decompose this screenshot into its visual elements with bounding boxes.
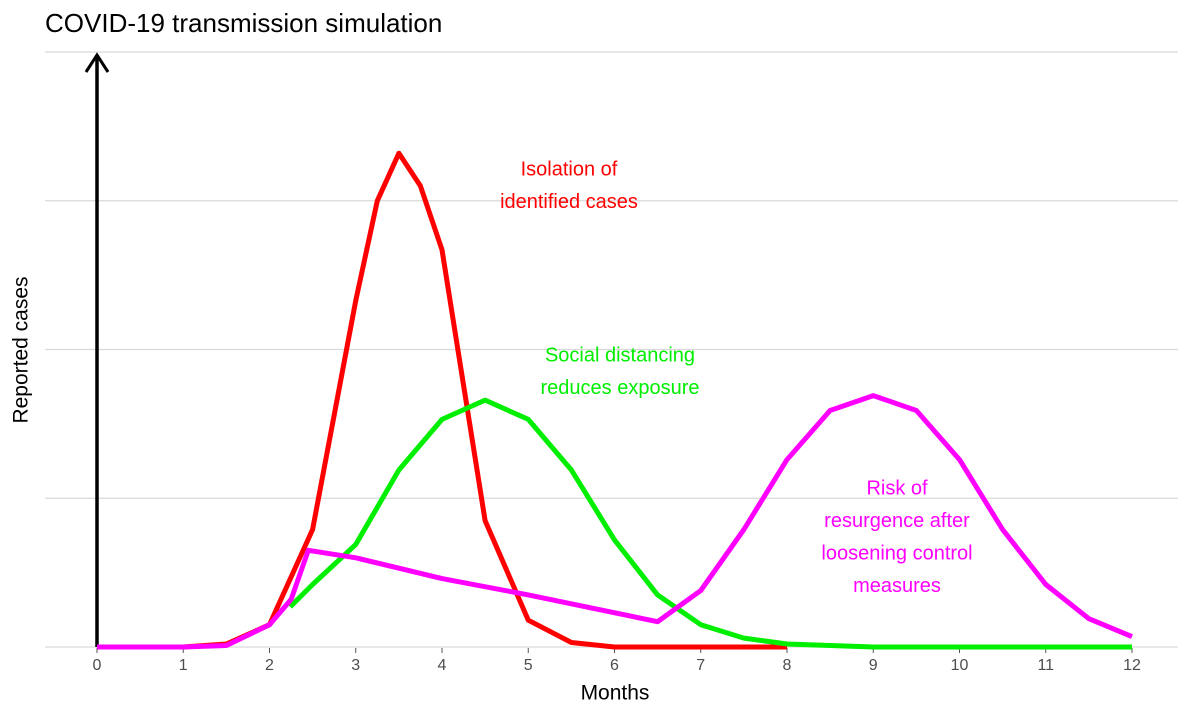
y-axis-arrowhead [84, 52, 110, 73]
x-tick-label: 5 [524, 657, 533, 674]
chart-title: COVID-19 transmission simulation [45, 8, 442, 38]
annotation: Isolation of [521, 158, 618, 180]
series-line [288, 397, 1132, 650]
x-tick-label: 11 [1037, 657, 1054, 674]
annotation: Risk of [866, 477, 928, 499]
y-axis-label: Reported cases [10, 276, 33, 423]
annotation: reduces exposure [541, 377, 700, 399]
x-tick-label: 10 [951, 657, 969, 674]
x-tick-label: 1 [179, 657, 188, 674]
series-line [97, 393, 1133, 650]
x-tick-label: 3 [351, 657, 360, 674]
x-axis-label: Months [581, 682, 650, 705]
annotation: measures [853, 575, 941, 597]
x-tick-label: 4 [438, 657, 447, 674]
x-tick-label: 9 [869, 657, 878, 674]
x-tick-label: 7 [696, 657, 705, 674]
x-tick-label: 8 [783, 657, 792, 674]
annotation: loosening control [821, 542, 972, 564]
x-tick-label: 6 [610, 657, 619, 674]
annotation: identified cases [500, 191, 638, 213]
annotation: Social distancing [545, 344, 695, 366]
x-tick-label: 12 [1123, 657, 1141, 674]
series-line [97, 150, 787, 650]
annotation: resurgence after [824, 510, 970, 532]
x-tick-label: 2 [265, 657, 274, 674]
x-tick-label: 0 [93, 657, 102, 674]
